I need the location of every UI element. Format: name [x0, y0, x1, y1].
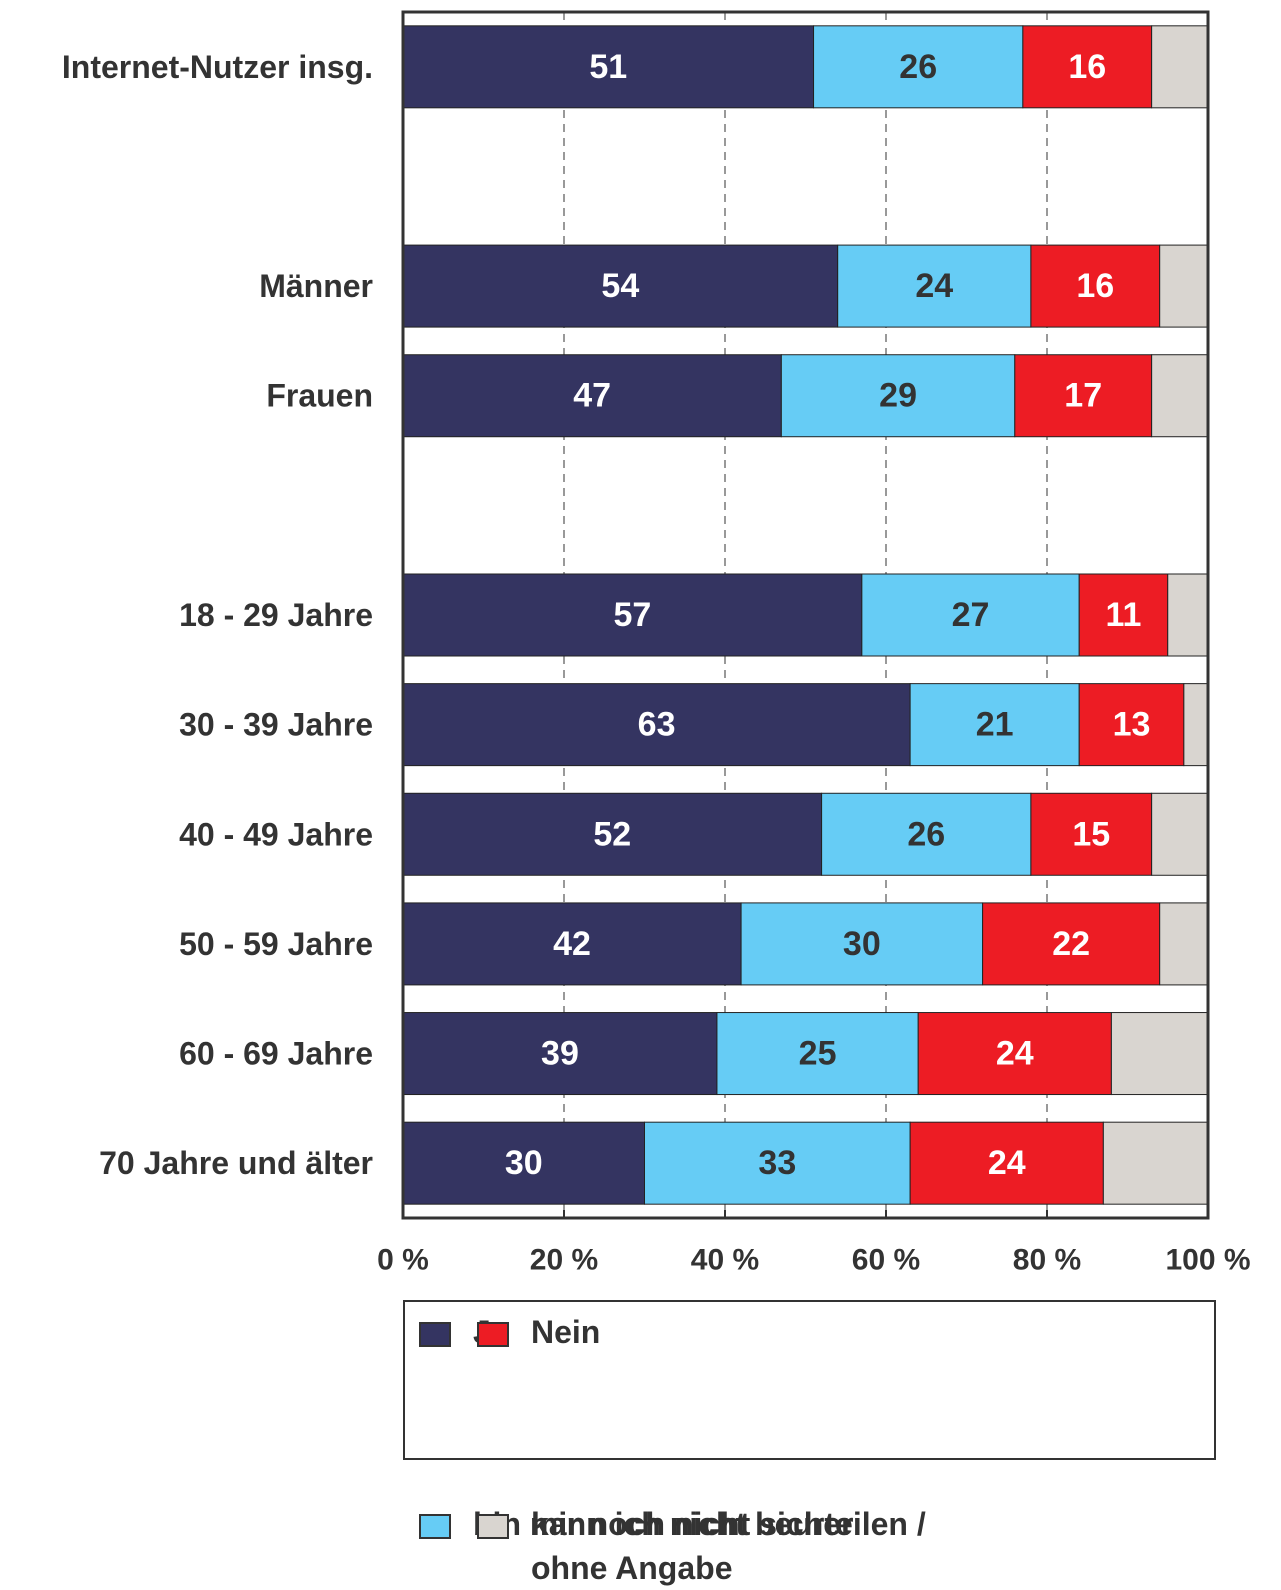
data-label: 26: [899, 48, 937, 86]
bar-segment: [1030, 792, 1153, 876]
bar-segment: [402, 683, 911, 767]
bar-segment: [1151, 792, 1209, 876]
legend-swatch: [477, 1514, 509, 1539]
bar-segment: [716, 1012, 919, 1096]
bar-segment: [821, 792, 1032, 876]
bar-segment: [909, 1121, 1104, 1205]
category-label: 40 - 49 Jahre: [179, 816, 373, 852]
category-label: Internet-Nutzer insg.: [62, 49, 373, 85]
bar-segment: [1151, 25, 1209, 109]
data-label: 26: [907, 815, 945, 853]
category-label: 60 - 69 Jahre: [179, 1036, 373, 1072]
bar-segment: [1183, 683, 1209, 767]
legend-swatch: [419, 1322, 451, 1347]
chart: 0 % 20 % 40 % 60 % 80 % 100 % Internet-Nutzer …: [62, 10, 1251, 1277]
legend-swatch: [419, 1514, 451, 1539]
x-tick-label: 20 %: [530, 1244, 598, 1277]
bar-segment: [402, 244, 839, 328]
data-label: 11: [1105, 596, 1141, 634]
bar-segment: [1159, 244, 1209, 328]
category-label: 70 Jahre und älter: [99, 1145, 373, 1181]
data-label: 13: [1113, 706, 1151, 744]
data-label: 30: [843, 925, 881, 963]
data-label: 33: [758, 1144, 796, 1182]
data-label: 63: [638, 706, 676, 744]
legend-label: kann ich nicht beurteilen / ohne Angabe: [531, 1506, 926, 1586]
bar-segment: [837, 244, 1032, 328]
bar-segment: [982, 902, 1161, 986]
x-tick-label: 100 %: [1165, 1244, 1250, 1277]
legend-item: Nein: [477, 1314, 651, 1354]
bar-segment: [402, 25, 815, 109]
x-tick-label: 80 %: [1013, 1244, 1081, 1277]
bar-segment: [1167, 573, 1209, 657]
category-label: Frauen: [266, 378, 373, 414]
bar-segment: [1110, 1012, 1209, 1096]
data-label: 17: [1064, 377, 1102, 415]
plot-frame: [401, 10, 1210, 1220]
bar-segment: [402, 1121, 645, 1205]
bar-segment: [1078, 683, 1185, 767]
bar-segment: [780, 354, 1016, 438]
data-label: 16: [1068, 48, 1106, 86]
x-tick-label: 60 %: [852, 1244, 920, 1277]
data-label: 27: [952, 596, 990, 634]
data-label: 22: [1052, 925, 1090, 963]
legend-item: kann ich nicht beurteilen / ohne Angabe: [477, 1506, 981, 1590]
bar-segment: [1078, 573, 1169, 657]
data-label: 42: [553, 925, 591, 963]
data-label: 51: [589, 48, 627, 86]
data-label: 47: [573, 377, 611, 415]
bar-segment: [813, 25, 1024, 109]
bar-segment: [861, 573, 1080, 657]
bar-segment: [909, 683, 1080, 767]
data-label: 15: [1072, 815, 1110, 853]
legend-swatch: [477, 1322, 509, 1347]
page: 0 % 20 % 40 % 60 % 80 % 100 % Internet-Nutzer …: [61, 10, 1251, 1586]
data-label: 39: [541, 1035, 579, 1073]
bar-segment: [740, 902, 984, 986]
data-label: 24: [915, 267, 953, 305]
category-label: 18 - 29 Jahre: [179, 597, 373, 633]
bar-segment: [402, 792, 823, 876]
bar-segment: [402, 573, 863, 657]
bar-segment: [402, 902, 742, 986]
bar-segment: [1102, 1121, 1209, 1205]
data-label: 16: [1076, 267, 1114, 305]
x-tick-label: 40 %: [691, 1244, 759, 1277]
bar-segment: [1159, 902, 1209, 986]
bar-segment: [1022, 25, 1153, 109]
legend-label: Nein: [531, 1314, 601, 1350]
data-label: 52: [593, 815, 631, 853]
category-label: Männer: [259, 268, 373, 304]
data-label: 24: [988, 1144, 1026, 1182]
x-tick-label: 0 %: [377, 1244, 429, 1277]
bar-segment: [1030, 244, 1161, 328]
data-label: 29: [879, 377, 917, 415]
bar-segment: [1151, 354, 1209, 438]
data-label: 21: [976, 706, 1014, 744]
data-label: 30: [505, 1144, 543, 1182]
bar-segment: [644, 1121, 911, 1205]
data-label: 54: [601, 267, 639, 305]
data-label: 25: [799, 1035, 837, 1073]
data-label: 24: [996, 1035, 1034, 1073]
category-label: 30 - 39 Jahre: [179, 707, 373, 743]
category-label: 50 - 59 Jahre: [179, 926, 373, 962]
data-label: 57: [614, 596, 652, 634]
